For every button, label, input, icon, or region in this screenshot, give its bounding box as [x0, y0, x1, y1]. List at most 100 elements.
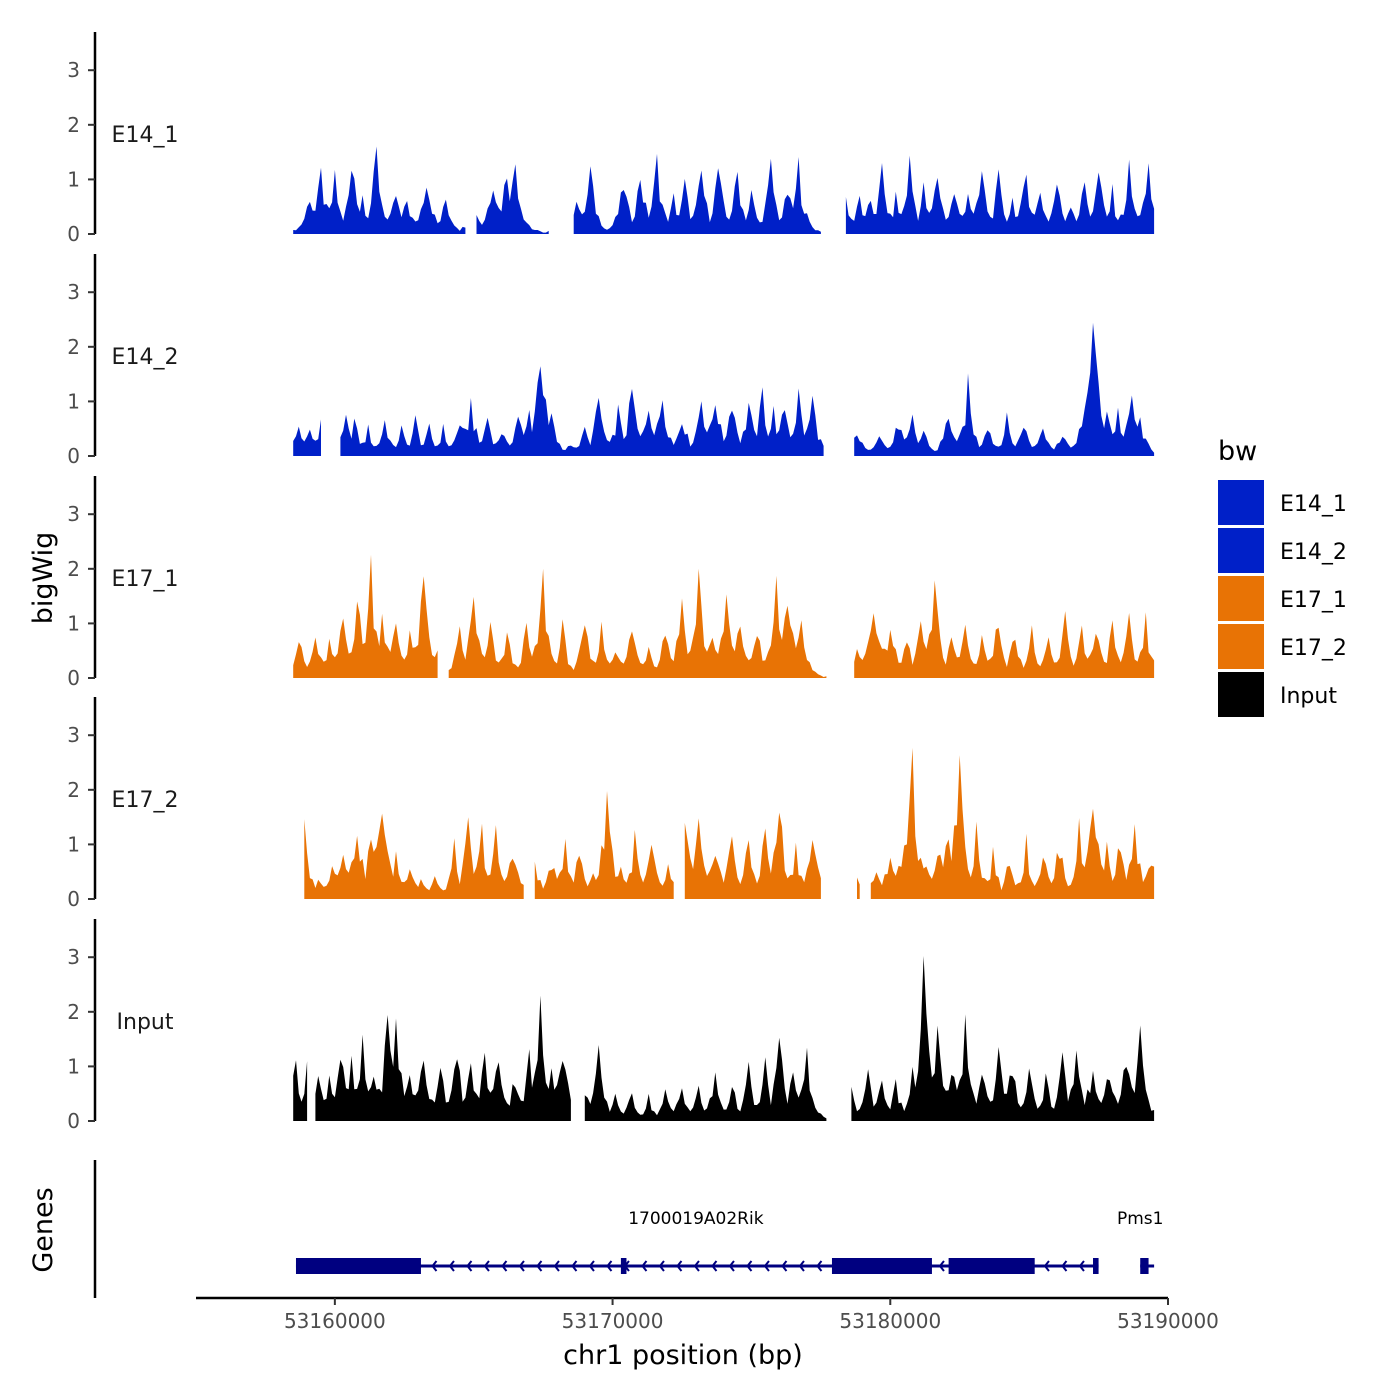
signal-area-E17_2 — [857, 877, 860, 899]
strand-arrow — [816, 1260, 823, 1272]
signal-area-E17_1 — [854, 580, 1155, 678]
strand-arrow — [553, 1260, 560, 1272]
y-tick-label: 2 — [67, 335, 80, 359]
exon — [1140, 1258, 1149, 1274]
strand-arrow — [781, 1260, 788, 1272]
strand-arrow — [693, 1260, 700, 1272]
track-label: E17_1 — [112, 567, 179, 592]
signal-area-E17_2 — [304, 813, 524, 899]
strand-arrow — [466, 1260, 473, 1272]
x-axis-title: chr1 position (bp) — [563, 1340, 803, 1371]
signal-area-E14_1 — [476, 164, 549, 234]
track-label: Input — [117, 1010, 174, 1035]
legend-label-E14_1: E14_1 — [1280, 492, 1347, 517]
signal-area-E14_1 — [845, 155, 1155, 234]
signal-area-E17_2 — [534, 791, 674, 899]
strand-arrow — [536, 1260, 543, 1272]
track-label: E14_1 — [112, 123, 179, 148]
strand-arrow — [588, 1260, 595, 1272]
legend-swatch-E14_2 — [1218, 528, 1264, 573]
y-tick-label: 1 — [67, 611, 80, 635]
x-tick-label: 53190000 — [1117, 1309, 1219, 1333]
strand-arrow — [798, 1260, 805, 1272]
signal-area-E14_2 — [854, 322, 1155, 456]
y-tick-label: 2 — [67, 557, 80, 581]
y-tick-label: 3 — [67, 945, 80, 969]
legend-label-E17_2: E17_2 — [1280, 636, 1347, 661]
strand-arrow — [728, 1260, 735, 1272]
signal-area-E17_1 — [448, 568, 827, 678]
x-tick-label: 53180000 — [839, 1309, 941, 1333]
legend-swatch-E17_2 — [1218, 624, 1264, 669]
signal-area-Input — [293, 1060, 308, 1121]
y-tick-label: 0 — [67, 887, 80, 911]
legend-label-E14_2: E14_2 — [1280, 540, 1347, 565]
signal-area-E14_2 — [340, 366, 824, 456]
y-tick-label: 0 — [67, 444, 80, 468]
y-tick-label: 3 — [67, 280, 80, 304]
exon — [1093, 1258, 1099, 1274]
strand-arrow — [746, 1260, 753, 1272]
strand-arrow — [501, 1260, 508, 1272]
genes-panel: 1700019A02Rik Pms1 — [93, 1160, 1163, 1298]
y-tick-label: 0 — [67, 222, 80, 246]
strand-arrow — [606, 1260, 613, 1272]
strand-arrow — [676, 1260, 683, 1272]
x-tick-label: 53170000 — [562, 1309, 664, 1333]
genes-axis-title: Genes — [28, 1187, 59, 1272]
y-tick-label: 2 — [67, 778, 80, 802]
exon — [295, 1258, 421, 1274]
signal-area-E14_1 — [293, 146, 466, 234]
track-E14_1: 0 1 2 3 E14_1 — [67, 32, 1155, 246]
y-tick-label: 2 — [67, 1000, 80, 1024]
y-tick-label: 1 — [67, 832, 80, 856]
tracks-group: 0 1 2 3 E14_1 0 1 2 3 E14_2 0 1 2 3 E17_1 0 1 2 3 E17_2 0 1 2 3… — [67, 32, 1155, 1133]
y-tick-label: 1 — [67, 1054, 80, 1078]
signal-area-E17_1 — [293, 554, 438, 678]
y-tick-label: 3 — [67, 723, 80, 747]
legend-swatch-Input — [1218, 672, 1264, 717]
strand-arrow — [431, 1260, 438, 1272]
signal-area-Input — [315, 995, 571, 1121]
track-Input: 0 1 2 3 Input — [67, 919, 1155, 1133]
strand-arrow — [763, 1260, 770, 1272]
exon — [831, 1258, 932, 1274]
y-axis-title: bigWig — [28, 532, 59, 625]
strand-arrow — [658, 1260, 665, 1272]
y-tick-label: 1 — [67, 389, 80, 413]
strand-arrow — [641, 1260, 648, 1272]
y-tick-label: 1 — [67, 167, 80, 191]
strand-arrow — [483, 1260, 490, 1272]
strand-arrow — [711, 1260, 718, 1272]
signal-area-E17_2 — [684, 812, 821, 899]
legend-swatch-E17_1 — [1218, 576, 1264, 621]
y-tick-label: 3 — [67, 58, 80, 82]
y-tick-label: 0 — [67, 666, 80, 690]
gene-label: 1700019A02Rik — [628, 1209, 764, 1229]
signal-area-E14_1 — [573, 153, 821, 234]
legend: bw E14_1 E14_2 E17_1 E17_2 Input — [1218, 436, 1347, 717]
strand-arrow — [448, 1260, 455, 1272]
y-tick-label: 0 — [67, 1109, 80, 1133]
y-tick-label: 3 — [67, 502, 80, 526]
signal-area-E17_2 — [870, 747, 1155, 899]
legend-title: bw — [1218, 436, 1257, 467]
gene-1700019A02Rik: 1700019A02Rik — [295, 1209, 1099, 1274]
legend-label-E17_1: E17_1 — [1280, 588, 1347, 613]
legend-label-Input: Input — [1280, 684, 1337, 709]
strand-arrow — [1078, 1260, 1085, 1272]
track-E17_2: 0 1 2 3 E17_2 — [67, 697, 1155, 911]
track-E14_2: 0 1 2 3 E14_2 — [67, 254, 1155, 468]
gene-Pms1: Pms1 — [1117, 1209, 1163, 1274]
signal-area-E14_2 — [293, 419, 321, 456]
strand-arrow — [571, 1260, 578, 1272]
legend-swatch-E14_1 — [1218, 480, 1264, 525]
x-axis: 53160000 53170000 53180000 53190000 — [196, 1296, 1219, 1333]
exon — [620, 1258, 627, 1274]
y-tick-label: 2 — [67, 113, 80, 137]
track-label: E17_2 — [112, 788, 179, 813]
track-label: E14_2 — [112, 345, 179, 370]
strand-arrow — [1061, 1260, 1068, 1272]
strand-arrow — [938, 1260, 945, 1272]
